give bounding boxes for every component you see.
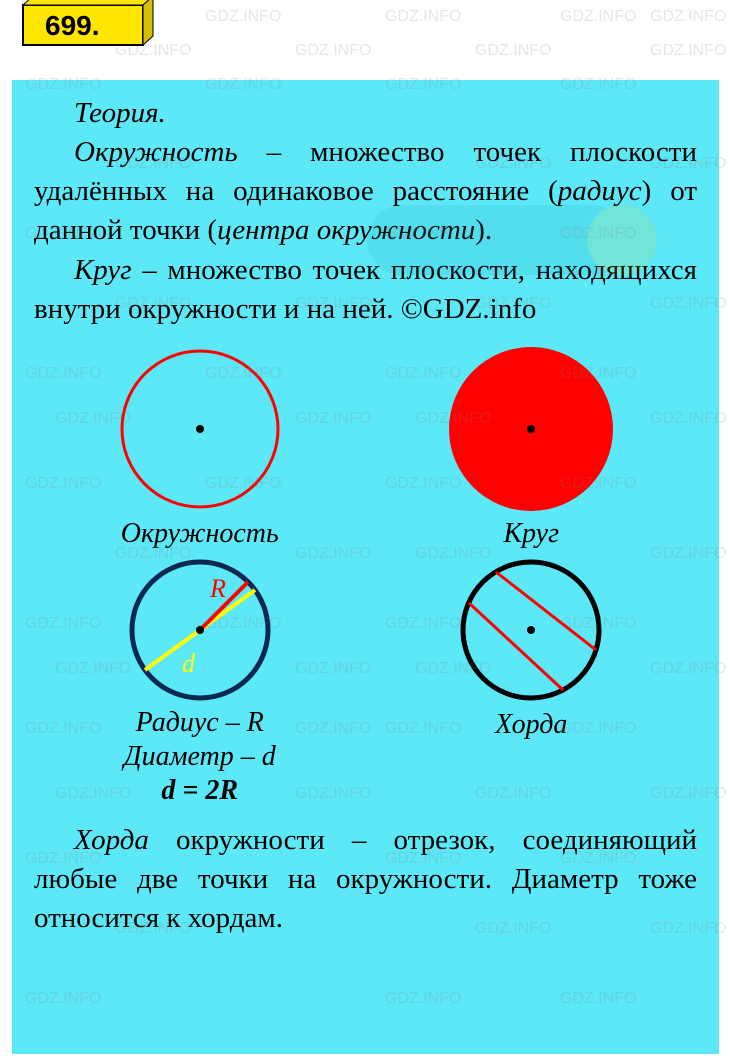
theory-heading: Теория. (74, 97, 166, 129)
watermark-text: GDZ.INFO (295, 42, 371, 60)
radius-diagram-cell: R d Радиус – R Диаметр – d d = 2R (110, 555, 290, 813)
disk-diagram (441, 344, 621, 514)
problem-number: 699. (45, 10, 100, 41)
problem-number-badge: 699. (15, 0, 150, 50)
watermark-text: GDZ.INFO (560, 8, 636, 26)
chord-label: Хорда (495, 709, 567, 741)
gdz-logo-watermark (367, 195, 657, 285)
disk-label: Круг (503, 518, 559, 550)
watermark-text: GDZ.INFO (385, 8, 461, 26)
term-chord: Хорда (74, 824, 149, 856)
watermark-text: GDZ.INFO (205, 8, 281, 26)
radius-diameter-diagram: R d (110, 555, 290, 705)
chord-diagram-cell: Хорда (441, 555, 621, 813)
circle-diagram-cell: Окружность (110, 344, 290, 550)
disk-diagram-cell: Круг (441, 344, 621, 550)
diameter-label: Диаметр – d (124, 741, 276, 773)
chord-definition: Хорда окружности – отрезок, соеди­няющий… (34, 821, 697, 938)
watermark-text: GDZ.INFO (650, 42, 726, 60)
radius-label: Радиус – R (136, 707, 264, 739)
diameter-formula: d = 2R (161, 775, 238, 807)
diagrams-row-1: Окружность Круг (34, 344, 697, 550)
watermark-text: GDZ.INFO (475, 42, 551, 60)
content-panel: Теория. Окружность – множество точек пло… (12, 80, 719, 1054)
svg-text:R: R (209, 574, 226, 603)
chord-diagram (441, 555, 621, 705)
term-circle: Окружность (74, 136, 238, 168)
circle-diagram (110, 344, 290, 514)
term-disk: Круг (74, 254, 132, 286)
circle-label: Окружность (121, 518, 279, 550)
svg-text:d: d (182, 649, 196, 678)
watermark-text: GDZ.INFO (650, 8, 726, 26)
diagrams-row-2: R d Радиус – R Диаметр – d d = 2R Хорда (34, 555, 697, 813)
